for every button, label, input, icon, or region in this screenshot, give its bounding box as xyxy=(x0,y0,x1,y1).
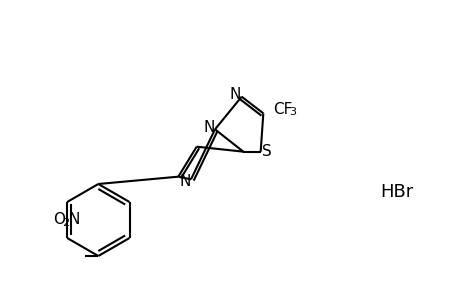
Text: 3: 3 xyxy=(289,107,296,117)
Text: N: N xyxy=(179,174,190,189)
Text: S: S xyxy=(261,144,271,159)
Text: 2: 2 xyxy=(62,218,69,228)
Text: N: N xyxy=(230,87,241,102)
Text: N: N xyxy=(203,120,214,135)
Text: CF: CF xyxy=(273,102,292,117)
Text: HBr: HBr xyxy=(379,183,412,201)
Text: O: O xyxy=(53,212,65,227)
Text: N: N xyxy=(69,212,80,227)
